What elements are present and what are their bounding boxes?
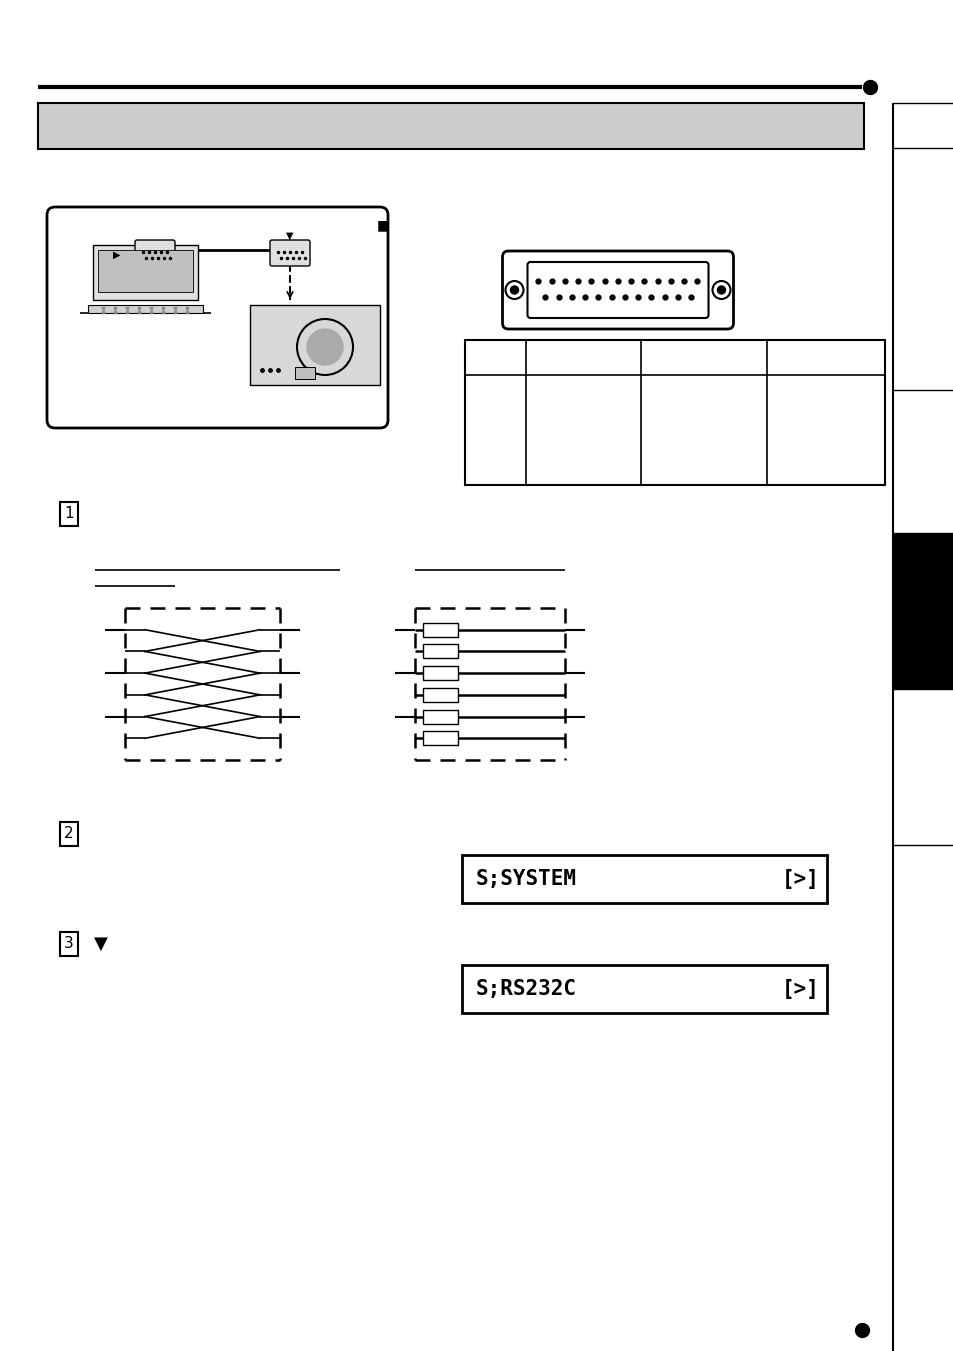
Text: ▼: ▼ [286,231,294,240]
Bar [294,367,314,380]
Circle shape [307,330,343,365]
Text: ■: ■ [376,218,389,232]
Bar [422,666,457,680]
Bar [464,340,884,485]
Text: ▶: ▶ [113,250,121,259]
Circle shape [717,286,724,295]
Bar [461,855,826,902]
Bar [92,245,198,300]
FancyBboxPatch shape [527,262,708,317]
FancyBboxPatch shape [502,251,733,330]
Bar [38,103,863,149]
Text: 2: 2 [64,827,73,842]
FancyBboxPatch shape [270,240,310,266]
FancyBboxPatch shape [47,207,388,428]
Bar [98,250,193,292]
Bar [88,305,203,313]
Text: 1: 1 [64,507,73,521]
Text: S;SYSTEM: S;SYSTEM [476,869,577,889]
Text: 3: 3 [64,936,73,951]
Text: ▼: ▼ [94,935,108,952]
Bar [422,644,457,658]
Bar [892,534,953,689]
Bar [422,623,457,636]
Text: S;RS232C: S;RS232C [476,979,577,998]
FancyBboxPatch shape [135,240,174,266]
Circle shape [510,286,518,295]
Bar [422,688,457,703]
Bar [422,709,457,724]
Text: [>]: [>] [781,979,819,998]
Text: [>]: [>] [781,869,819,889]
Bar [422,731,457,746]
Bar [461,965,826,1013]
Bar [250,305,379,385]
